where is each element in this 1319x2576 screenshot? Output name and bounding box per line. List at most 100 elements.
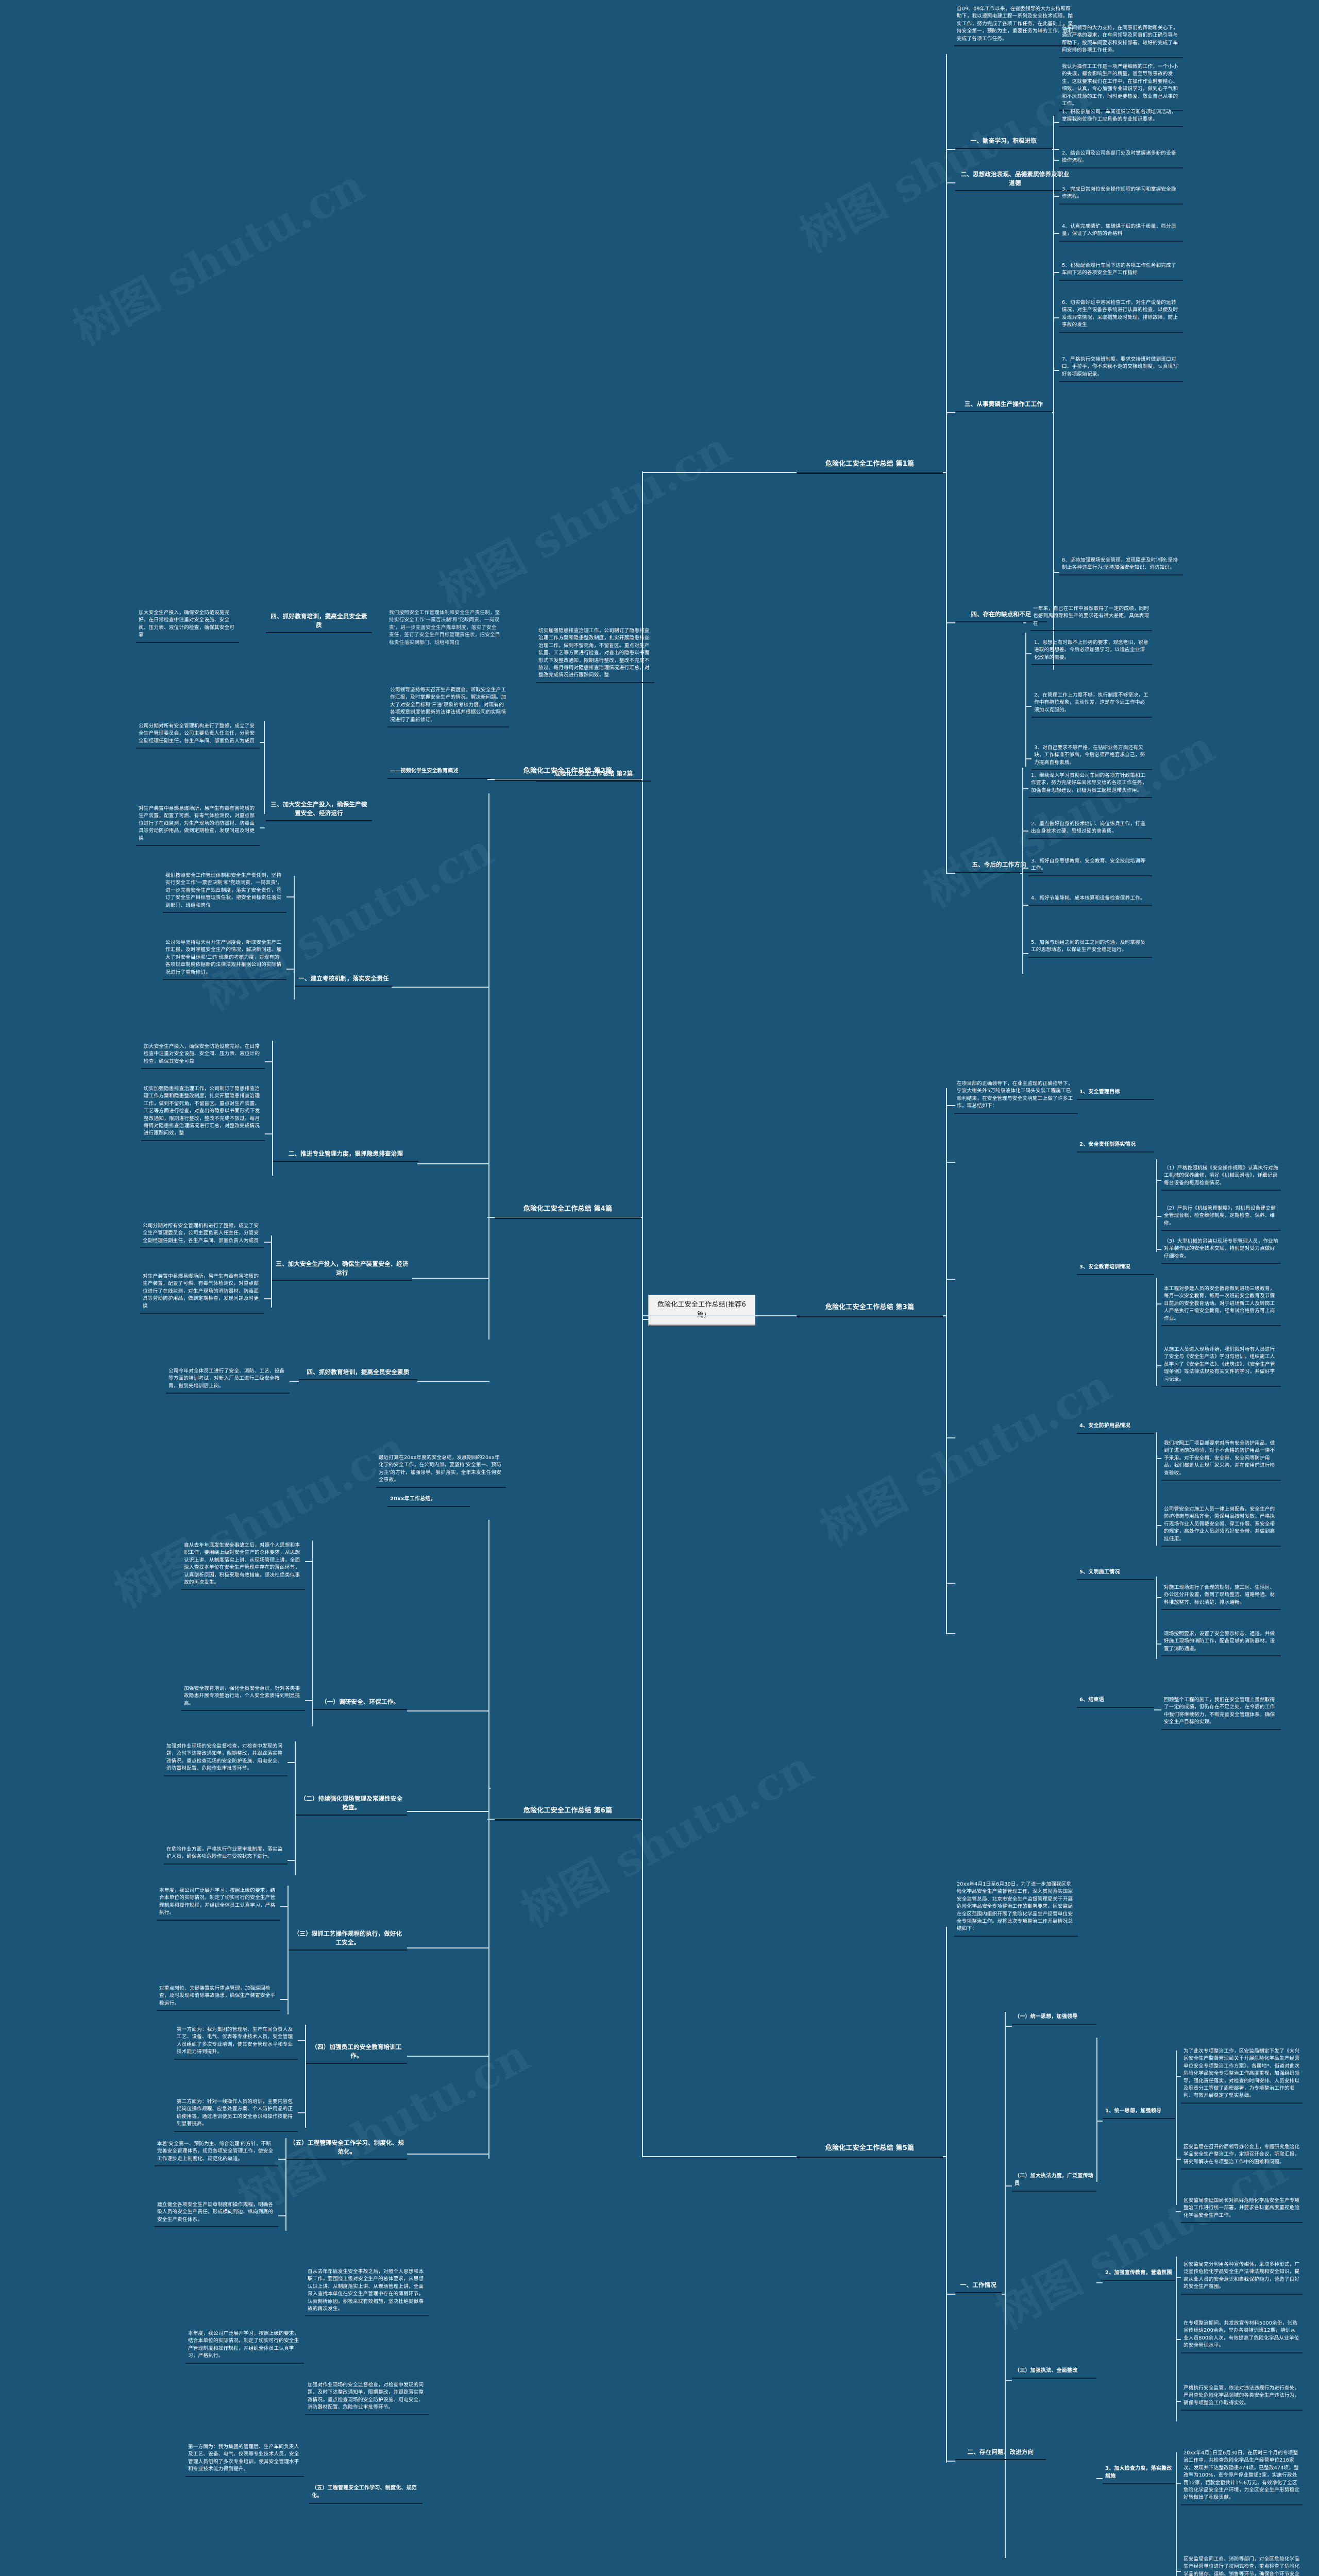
- leaf-node[interactable]: 回顾整个工程的施工，我们在安全管理上虽然取得了一定的成绩，但仍存在不足之处，在今…: [1161, 1695, 1281, 1730]
- branch-label-p3[interactable]: 危险化工安全工作总结 第3篇: [797, 1300, 943, 1318]
- leaf-node[interactable]: 本年度，我公司广泛展开学习，按照上级的要求，结合本单位的实际情况，制定了切实可行…: [157, 1886, 280, 1921]
- leaf-node[interactable]: （3）大型机械的吊装以现场专职管理人员，作业前对吊装作业的安全技术交底，特别是对…: [1161, 1236, 1281, 1264]
- section-label[interactable]: （五）工程管理安全工作学习、制度化、规范化。: [309, 2483, 422, 2504]
- leaf-node[interactable]: 3、对自己要求不够严格，在钻研业务方面还有欠缺，工作标准不够高，今后必须严格要求…: [1031, 743, 1152, 771]
- branch-label-alt[interactable]: 危险化工安全工作总结 第2篇: [536, 768, 651, 782]
- leaf-node[interactable]: 第一方面为：我为集团的管理层、生产车间负责人及工艺、设备、电气、仪表等专业技术人…: [174, 2025, 298, 2060]
- item-label[interactable]: 2、加强宣传教育，营造氛围: [1103, 2268, 1175, 2281]
- section-label[interactable]: （五）工程管理安全工作学习、制度化、规范化。: [286, 2137, 407, 2160]
- leaf-node[interactable]: 加大安全生产投入，确保安全防范设施完好。在日常检查中注重对安全设施、安全阀、压力…: [136, 608, 239, 643]
- item-label[interactable]: 1、统一思想，加强领导: [1103, 2106, 1175, 2119]
- leaf-node[interactable]: 加大安全生产投入，确保安全防范设施完好。在日常检查中注重对安全设施、安全阀、压力…: [141, 1042, 265, 1070]
- leaf-node[interactable]: 自从去年年底发生安全事故之后，对照个人思想和本职工作，要围绕上级对安全生产的总体…: [305, 2267, 429, 2317]
- leaf-node[interactable]: 5、加强与班组之间的员工之间的沟通，及时掌握员工的思想动态，以保证生产安全稳定运…: [1028, 938, 1152, 958]
- section-label[interactable]: 6、结束语: [1077, 1695, 1154, 1708]
- leaf-node[interactable]: 20xx年4月1日至6月30日，在历时三个月的专项整治工作中，共检查危险化学品生…: [1181, 2448, 1303, 2505]
- leaf-node[interactable]: 6、切实做好班中巡回检查工作，对生产设备的运转情况，对生产设备各系统进行认真的检…: [1059, 298, 1183, 333]
- leaf-node[interactable]: 4、抓好节能降耗、成本核算和设备检查保养工作。: [1028, 893, 1152, 906]
- leaf-node[interactable]: 切实加强隐患排查治理工作，公司制订了隐患排查治理工作方案和隐患整改制度，扎实开展…: [141, 1084, 265, 1141]
- section-label[interactable]: 一、工作情况: [955, 2279, 1002, 2294]
- section-label[interactable]: 2、安全责任制落实情况: [1077, 1140, 1154, 1153]
- section-label[interactable]: 四、存在的缺点和不足: [955, 608, 1047, 623]
- intro-node-p1[interactable]: 自09、09年工作以来，在省委领导的大力支持和帮助下，我以遵照电建工程一系列及安…: [954, 4, 1076, 46]
- section-label[interactable]: 1、安全管理目标: [1077, 1087, 1154, 1100]
- leaf-node[interactable]: 自从去年年底发生安全事故之后，对照个人思想和本职工作，要围绕上级对安全生产的总体…: [181, 1540, 305, 1590]
- section-label[interactable]: 一、建立考核机制，落实安全责任: [295, 973, 393, 987]
- leaf-node[interactable]: 对重点岗位、关键装置实行重点管理，加强巡回检查，及时发现和消除事故隐患，确保生产…: [157, 1984, 280, 2011]
- leaf-node[interactable]: 区安监局充分利用各种宣传媒体，采取多种形式，广泛宣传危险化学品安全生产法律法规和…: [1181, 2260, 1303, 2295]
- leaf-node[interactable]: 第一方面为：我为集团的管理层、生产车间负责人及工艺、设备、电气、仪表等专业技术人…: [185, 2442, 304, 2477]
- leaf-node[interactable]: 对生产装置中易燃易爆场所，易产生有毒有害物质的生产装置，配置了可燃、有毒气体检测…: [140, 1272, 264, 1314]
- leaf-node[interactable]: 建立健全各项安全生产规章制度和操作规程，明确各级人员的安全生产责任，形成横向到边…: [155, 2200, 278, 2228]
- leaf-node[interactable]: 1、思想上有时跟不上形势的要求，观念老旧，锐意进取的思想差。今后必须加强学习，以…: [1031, 638, 1152, 666]
- leaf-node[interactable]: 第二方面为：针对一线操作人员的培训，主要内容包括岗位操作规程、应急处置方案、个人…: [174, 2097, 298, 2132]
- section-label[interactable]: 三、加大安全生产投入，确保生产装置安全、经济运行: [266, 799, 372, 822]
- leaf-node[interactable]: 在专项整治期间，共发放宣传材料5000余份，张贴宣传标语200余条，举办各类培训…: [1181, 2318, 1303, 2353]
- leaf-node[interactable]: 加强安全教育培训，强化全员安全意识，针对各类事故隐患开展专项整治行动，个人安全素…: [181, 1684, 305, 1711]
- intro-node-p3[interactable]: 在项目部的正确领导下，在业主监理的正确指导下，宁波大榭关外5万吨级液体化工码头安…: [954, 1079, 1078, 1114]
- leaf-node[interactable]: 公司分期对所有安全管理机构进行了整顿，成立了安全生产管理委员会，公司主要负责人任…: [136, 721, 260, 749]
- section-label[interactable]: 四、抓好教育培训，提高全员安全素质: [299, 1366, 417, 1381]
- section-label[interactable]: 五、今后的工作方向: [955, 859, 1043, 873]
- section-label[interactable]: 三、加大安全生产投入，确保生产装置安全、经济运行: [272, 1258, 412, 1281]
- intro-node-p5[interactable]: 20xx年4月1日至6月30日，为了进一步加强我区危险化学品安全生产监督管理工作…: [954, 1879, 1078, 1937]
- leaf-node[interactable]: 公司今年对全体员工进行了安全、消防、工艺、设备等方面的培训考试，对新入厂员工进行…: [166, 1366, 290, 1394]
- leaf-node[interactable]: 切实加强隐患排查治理工作，公司制订了隐患排查治理工作方案和隐患整改制度，扎实开展…: [536, 626, 654, 683]
- leaf-node[interactable]: 4、认真完成磷矿、焦碳烘干后的烘干质量、筛分质量，保证了入炉前的合格料: [1059, 222, 1183, 242]
- section-label[interactable]: 3、安全教育培训情况: [1077, 1262, 1154, 1275]
- branch-label-p2[interactable]: 危险化工安全工作总结 第2篇: [495, 764, 641, 782]
- leaf-node[interactable]: 对生产装置中易燃易爆场所，易产生有毒有害物质的生产装置，配置了可燃、有毒气体检测…: [136, 804, 260, 846]
- item-label[interactable]: 3、加大检查力度，落实整改措施: [1103, 2464, 1175, 2484]
- leaf-node[interactable]: 公司分期对所有安全管理机构进行了整顿，成立了安全生产管理委员会，公司主要负责人任…: [140, 1221, 264, 1249]
- section-label[interactable]: （一）调研安全、环保工作。: [313, 1696, 407, 1710]
- leaf-node[interactable]: 2、结合公司及公司各部门处及时掌握诸多新的设备操作流程。: [1059, 148, 1183, 168]
- leaf-node[interactable]: 为了此次专项整治工作，区安监局制定下发了《大兴区安全生产监督管理局关于开展危险化…: [1181, 2046, 1303, 2104]
- section-label[interactable]: 二、推进专业管理力度，狠抓隐患排查治理: [273, 1148, 418, 1162]
- leaf-node[interactable]: （1）严格按照机械《安全操作规程》认真执行对施工机械的保养维修，填好《机械润滑表…: [1161, 1163, 1281, 1191]
- leaf-node[interactable]: 公司管安全对施工人员一律上岗配备，安全生产的防护措施与用品齐全，劳保用品按时发放…: [1161, 1504, 1281, 1547]
- leaf-node[interactable]: 1、积极参加公司、车间组织学习和各项培训活动，掌握我岗位操作工应具备的专业知识要…: [1059, 107, 1183, 127]
- leaf-node[interactable]: 5、积极配合履行车间下达的各项工作任务和完成了车间下达的各项安全生产工作指标: [1059, 261, 1183, 281]
- leaf-node[interactable]: 区安监局在召开的局领导办公会上，专题研究危险化学品安全生产整治工作，定期召开会议…: [1181, 2142, 1303, 2170]
- branch-label-p1[interactable]: 危险化工安全工作总结 第1篇: [797, 456, 943, 474]
- leaf-node[interactable]: 公司领导坚持每天召开生产调度会，听取安全生产工作汇报，及时掌握安全生产的情况，解…: [387, 685, 509, 727]
- section-label[interactable]: （二）持续强化现场管理及常规性安全检查。: [296, 1793, 407, 1816]
- leaf-node[interactable]: 1、继续深入学习贯彻公司车间的各项方针政策和工作要求，努力完成好车间领导交给的各…: [1028, 771, 1152, 799]
- section-label[interactable]: 二、存在问题、改进方向: [955, 2446, 1046, 2461]
- leaf-node[interactable]: （2）严执行《机械管理制度》，对机具设备建立健全管理台帐，检查维修制度，定期检查…: [1161, 1204, 1281, 1231]
- leaf-node[interactable]: 3、抓好自身思想教育、安全教育、安全技能培训等工作。: [1028, 856, 1152, 876]
- note-label[interactable]: ——视频化学生安全教育概述: [387, 766, 491, 779]
- leaf-node[interactable]: 加强对作业现场的安全监督检查，对检查中发现的问题，及时下达整改通知单，限期整改，…: [164, 1741, 288, 1776]
- section-label[interactable]: （四）加强员工的安全教育培训工作。: [306, 2041, 407, 2064]
- subsection-label[interactable]: （一）统一思想，加强领导: [1012, 2012, 1096, 2025]
- leaf-node[interactable]: 加强对作业现场的安全监督检查，对检查中发现的问题，及时下达整改通知单，限期整改，…: [305, 2380, 429, 2415]
- section-label[interactable]: 四、抓好教育培训，提高全员安全素质: [266, 611, 372, 634]
- section-label[interactable]: 5、文明施工情况: [1077, 1567, 1154, 1580]
- note-node[interactable]: 我们按照安全工作管理体制和安全生产责任制，坚持实行安全工作'一票否决制'和'党政…: [389, 610, 500, 646]
- leaf-node[interactable]: 2、重点做好自身的技术培训、岗位练兵工作，打造出自身技术过硬、思想过硬的高素质。: [1028, 819, 1152, 839]
- note-label[interactable]: 20xx年工作总结。: [387, 1494, 470, 1507]
- leaf-node[interactable]: 从施工人员进入现场开始，我们就对所有人员进行了安全与《安全生产法》学习与培训，组…: [1161, 1345, 1281, 1387]
- leaf-node[interactable]: 8、坚持加强现场安全管理，发现隐患及时消除;坚持制止各种违章行为;坚持加强安全知…: [1059, 555, 1183, 575]
- section-label[interactable]: 一、勤奋学习，积极进取: [955, 135, 1052, 149]
- leaf-node[interactable]: 在危险作业方面，严格执行作业票审批制度，落实监护人员，确保各项危险作业在受控状态…: [164, 1844, 288, 1865]
- leaf-node[interactable]: 本着'安全第一、预防为主、综合治理'的方针，不断完善安全管理体系，规范各项安全管…: [155, 2139, 278, 2167]
- section-label[interactable]: 4、安全防护用品情况: [1077, 1421, 1154, 1434]
- note-node[interactable]: 最近打算在20xx年度的安全总结，发展期间的20xx年化学的安全工作，在公司内部…: [376, 1453, 506, 1488]
- leaf-node[interactable]: 区安监局会同工商、消防等部门，对全区危险化学品生产经营单位进行了拉网式检查，重点…: [1181, 2554, 1303, 2576]
- section-label[interactable]: （三）狠抓工艺操作规程的执行，做好化工安全。: [289, 1928, 407, 1951]
- leaf-node[interactable]: 对施工现场进行了合理的规划，施工区、生活区、办公区分开设置，做到了现场整洁、道路…: [1161, 1583, 1281, 1611]
- section-intro[interactable]: 我认为操作工工作是一项严谨细致的工作，一个小小的失误，都会影响生产的质量，甚至导…: [1059, 62, 1183, 112]
- leaf-node[interactable]: 在车间领导的大力支持，在同事们的帮助和关心下，通过严格的要求，在车间领导及同事们…: [1059, 23, 1183, 58]
- branch-label-p4[interactable]: 危险化工安全工作总结 第4篇: [495, 1201, 641, 1219]
- leaf-node[interactable]: 7、严格执行交接班制度，要求交接班时做到班口对口、手拉手，你不来我不走的交接班制…: [1059, 354, 1183, 382]
- section-label[interactable]: 三、从事黄磷生产操作工工作: [955, 398, 1052, 413]
- subsection-label[interactable]: （三）加强执法、全面整改: [1012, 2366, 1096, 2379]
- leaf-node[interactable]: 公司领导坚持每天召开生产调度会，听取安全生产工作汇报，及时掌握安全生产的情况，解…: [163, 938, 286, 980]
- leaf-node[interactable]: 严格执行安全监管，依法对违法违规行为进行查处，严肃查处危险化学品领域的各类安全生…: [1181, 2383, 1303, 2411]
- subsection-label[interactable]: （二）加大执法力度，广泛宣传动员: [1012, 2171, 1096, 2192]
- leaf-node[interactable]: 区安监局李延国局长对抓好危险化学品安全生产专项整治工作进行统一部署，并要求各科室…: [1181, 2196, 1303, 2224]
- leaf-node[interactable]: 现场按照要求，设置了安全警示标志、通道，并做好施工现场的消防工作，配备足够的消防…: [1161, 1629, 1281, 1657]
- leaf-node[interactable]: 2、在管理工作上力度不够，执行制度不够坚决，工作中有拖拉现象，主动性差，这是在今…: [1031, 690, 1152, 718]
- leaf-node[interactable]: 本年度，我公司广泛展开学习，按照上级的要求，结合本单位的实际情况，制定了切实可行…: [185, 2329, 304, 2364]
